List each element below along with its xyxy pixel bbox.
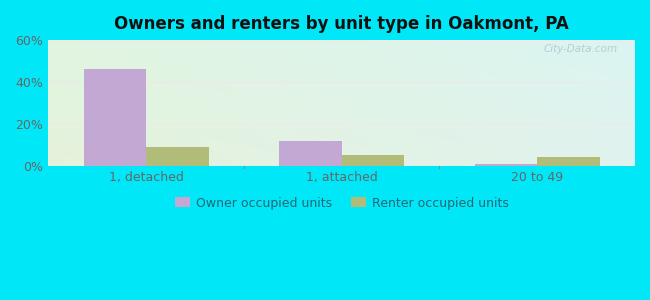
Bar bbox=[342, 155, 404, 166]
Bar bbox=[474, 164, 538, 166]
Title: Owners and renters by unit type in Oakmont, PA: Owners and renters by unit type in Oakmo… bbox=[114, 15, 569, 33]
Bar bbox=[538, 157, 600, 166]
Legend: Owner occupied units, Renter occupied units: Owner occupied units, Renter occupied un… bbox=[170, 192, 514, 214]
Bar bbox=[146, 147, 209, 166]
Bar bbox=[279, 140, 342, 166]
Bar bbox=[84, 69, 146, 166]
Text: City-Data.com: City-Data.com bbox=[543, 44, 618, 54]
